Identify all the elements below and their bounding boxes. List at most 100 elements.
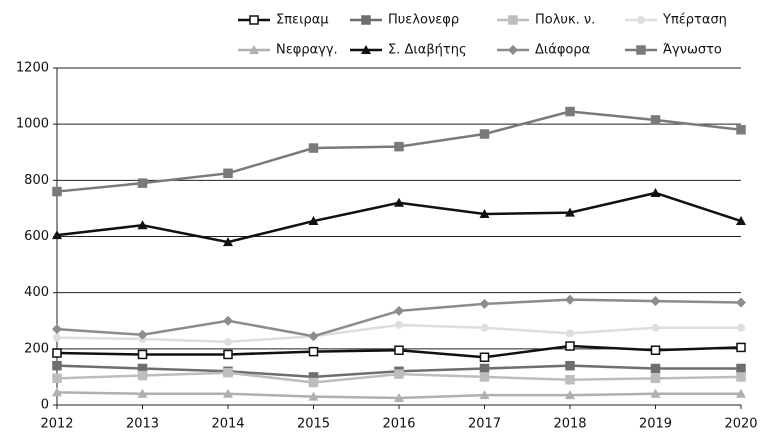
marker: [565, 390, 575, 400]
x-tick-label: 2020: [724, 417, 757, 432]
marker: [308, 216, 319, 226]
marker: [508, 15, 518, 25]
legend-label: Υπέρταση: [662, 13, 727, 28]
marker: [736, 372, 746, 382]
marker: [480, 323, 489, 332]
marker: [479, 372, 490, 382]
legend-label: Νεφραγγ.: [276, 43, 338, 58]
marker: [223, 367, 233, 378]
marker: [565, 207, 575, 217]
marker: [479, 129, 490, 139]
x-tick-label: 2016: [382, 417, 415, 432]
marker: [52, 360, 62, 371]
marker: [223, 237, 233, 247]
marker: [394, 369, 404, 379]
legend-label: Άγνωστο: [663, 43, 722, 58]
marker: [650, 296, 661, 307]
marker: [394, 305, 404, 316]
marker: [736, 388, 746, 398]
marker: [308, 331, 319, 342]
marker: [479, 209, 490, 219]
y-tick-label: 1000: [16, 117, 49, 132]
marker: [308, 346, 319, 357]
x-tick-label: 2015: [297, 417, 330, 432]
legend-label: Πυελονεφρ: [388, 13, 459, 28]
marker: [137, 329, 148, 340]
y-tick-label: 0: [41, 398, 49, 413]
marker: [52, 186, 62, 197]
marker: [394, 197, 404, 207]
y-tick-label: 200: [24, 341, 49, 356]
marker: [395, 320, 403, 329]
marker: [637, 16, 645, 24]
y-tick-label: 800: [24, 173, 49, 188]
marker: [137, 178, 148, 188]
marker: [137, 349, 148, 360]
y-tick-label: 400: [24, 285, 49, 300]
marker: [223, 168, 233, 179]
marker: [223, 315, 233, 326]
marker: [565, 106, 575, 117]
marker: [736, 216, 746, 226]
marker: [53, 333, 61, 342]
marker: [566, 329, 574, 338]
marker: [508, 45, 518, 55]
marker: [650, 388, 661, 398]
x-tick-label: 2014: [211, 417, 244, 432]
x-tick-label: 2018: [553, 417, 586, 432]
marker: [224, 337, 232, 346]
series-line: [56, 298, 742, 338]
marker: [361, 15, 371, 25]
marker: [736, 342, 746, 353]
legend-label: Σ. Διαβήτης: [388, 43, 467, 58]
marker: [479, 363, 490, 374]
marker: [308, 143, 319, 153]
marker: [137, 370, 148, 381]
marker: [736, 125, 746, 135]
x-tick-label: 2012: [40, 417, 73, 432]
marker: [52, 348, 62, 358]
marker: [479, 298, 490, 309]
marker: [650, 115, 661, 125]
series-line: [56, 110, 742, 193]
marker: [650, 373, 661, 384]
y-tick-label: 600: [24, 229, 49, 244]
marker: [565, 360, 575, 371]
marker: [650, 187, 661, 197]
x-tick-label: 2019: [639, 417, 672, 432]
marker: [565, 341, 575, 351]
marker: [479, 390, 490, 400]
marker: [52, 373, 62, 384]
legend-label: Πολυκ. ν.: [535, 13, 595, 28]
y-tick-label: 1200: [16, 61, 49, 76]
x-tick-label: 2017: [468, 417, 501, 432]
x-tick-label: 2013: [126, 417, 159, 432]
marker: [223, 388, 233, 398]
marker: [565, 374, 575, 385]
marker: [249, 15, 259, 25]
legend-label: Διάφορα: [535, 43, 590, 58]
marker: [223, 349, 233, 360]
legend-label: Σπειραμ: [276, 13, 329, 28]
marker: [308, 377, 319, 388]
marker: [52, 387, 62, 397]
marker: [394, 345, 404, 355]
marker: [137, 220, 148, 230]
marker: [249, 45, 259, 54]
marker: [52, 324, 62, 335]
marker: [636, 45, 646, 55]
marker: [479, 352, 490, 363]
marker: [736, 297, 746, 308]
marker: [736, 363, 746, 374]
marker: [565, 294, 575, 305]
marker: [650, 363, 661, 374]
marker: [394, 141, 404, 152]
marker: [52, 230, 62, 240]
marker: [361, 45, 371, 54]
marker: [651, 323, 660, 332]
marker: [737, 323, 745, 332]
marker: [650, 345, 661, 355]
marker: [394, 392, 404, 402]
marker: [308, 391, 319, 401]
